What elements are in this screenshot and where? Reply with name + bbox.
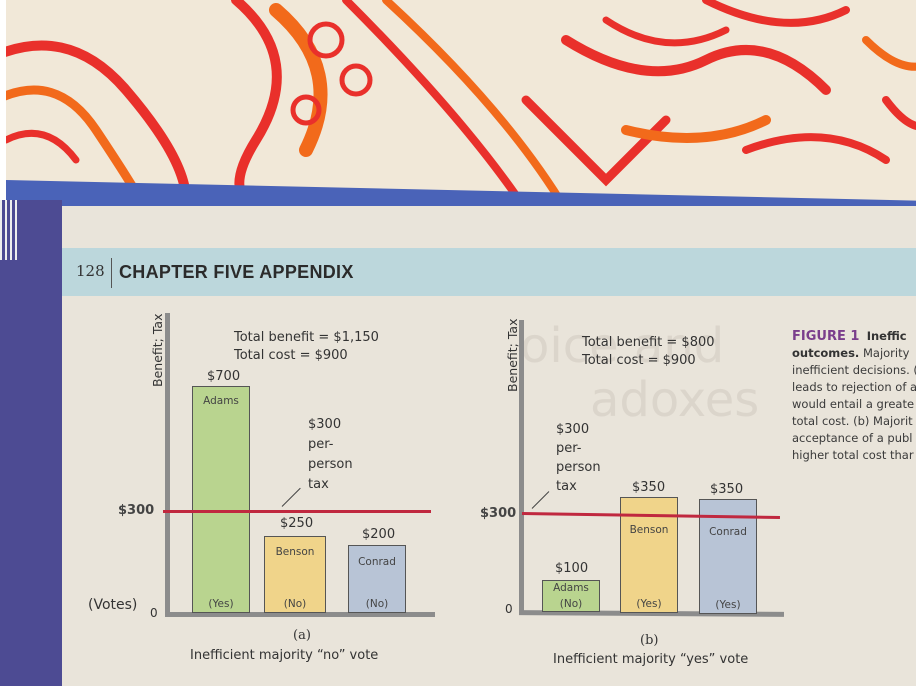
bar-name: Conrad <box>709 526 747 538</box>
page-number: 128 <box>76 262 105 280</box>
origin-label: 0 <box>150 606 158 620</box>
bar-vote: (Yes) <box>636 598 662 610</box>
caption-line: Ineffic <box>866 329 907 343</box>
total-cost-label: Total cost = $900 <box>582 353 696 368</box>
tax-line <box>163 510 431 513</box>
tax-annotation: tax <box>556 479 577 494</box>
tax-axis-label: $300 <box>480 506 517 521</box>
bar-vote: (Yes) <box>208 598 234 610</box>
bleed-through-text: adoxes <box>590 372 760 428</box>
tax-axis-label: $300 <box>118 503 155 518</box>
total-cost-label: Total cost = $900 <box>234 348 348 363</box>
caption-line: outcomes. <box>792 346 860 360</box>
chapter-title: CHAPTER FIVE APPENDIX <box>119 262 354 282</box>
bar-value-label: $250 <box>280 516 314 531</box>
x-axis <box>165 612 435 617</box>
bar-adams: Adams (Yes) <box>192 386 250 613</box>
caption-line: higher total cost thar <box>792 448 914 462</box>
bar-vote: (Yes) <box>715 599 741 611</box>
bar-value-label: $350 <box>632 480 666 495</box>
bar-adams: Adams (No) <box>542 580 600 612</box>
bar-benson: Benson (No) <box>264 536 326 613</box>
fabric-pattern-icon <box>6 0 916 210</box>
tax-annotation: person <box>308 457 353 472</box>
bar-value-label: $200 <box>362 527 396 542</box>
x-axis-label: (Votes) <box>88 597 138 613</box>
tax-annotation: $300 <box>308 417 342 432</box>
y-axis-label: Benefit; Tax <box>150 313 165 387</box>
panel-title: Inefficient majority “yes” vote <box>553 652 749 667</box>
figure-caption: FIGURE 1 Ineffic outcomes. Majority inef… <box>792 328 916 464</box>
bar-vote: (No) <box>365 598 389 610</box>
panel-label: (b) <box>640 633 659 648</box>
book-spine <box>0 200 62 686</box>
y-axis <box>519 320 524 615</box>
caption-line: Majority <box>862 346 910 360</box>
bar-name: Benson <box>629 524 669 536</box>
tax-annotation: person <box>556 460 601 475</box>
total-benefit-label: Total benefit = $800 <box>582 335 715 350</box>
caption-line: leads to rejection of a <box>792 380 916 394</box>
caption-line: acceptance of a publ <box>792 431 913 445</box>
caption-line: inefficient decisions. ( <box>792 363 916 377</box>
bar-value-label: $700 <box>207 369 241 384</box>
bar-vote: (No) <box>283 598 307 610</box>
bar-name: Adams <box>203 395 239 407</box>
tax-annotation: $300 <box>556 422 590 437</box>
bar-name: Adams <box>553 582 589 594</box>
header-divider <box>111 258 112 288</box>
panel-label: (a) <box>293 628 311 643</box>
y-axis <box>165 313 170 616</box>
bar-name: Benson <box>275 546 315 558</box>
caption-line: total cost. (b) Majorit <box>792 414 913 428</box>
chapter-header-band <box>62 248 916 296</box>
bar-value-label: $100 <box>555 561 589 576</box>
origin-label: 0 <box>505 602 513 616</box>
panel-title: Inefficient majority “no” vote <box>190 648 379 663</box>
caption-line: would entail a greate <box>792 397 915 411</box>
bar-value-label: $350 <box>710 482 744 497</box>
bleed-through-text: oice and <box>520 318 725 374</box>
tax-annotation: per- <box>308 437 334 452</box>
total-benefit-label: Total benefit = $1,150 <box>234 330 379 345</box>
tax-annotation: per- <box>556 441 582 456</box>
y-axis-label: Benefit; Tax <box>505 318 520 392</box>
bar-name: Conrad <box>358 556 396 568</box>
figure-label: FIGURE 1 <box>792 329 860 344</box>
fabric-background <box>6 0 916 210</box>
bar-vote: (No) <box>559 598 583 610</box>
bar-conrad: Conrad (No) <box>348 545 406 613</box>
page-edges <box>0 200 18 260</box>
tax-annotation: tax <box>308 477 329 492</box>
